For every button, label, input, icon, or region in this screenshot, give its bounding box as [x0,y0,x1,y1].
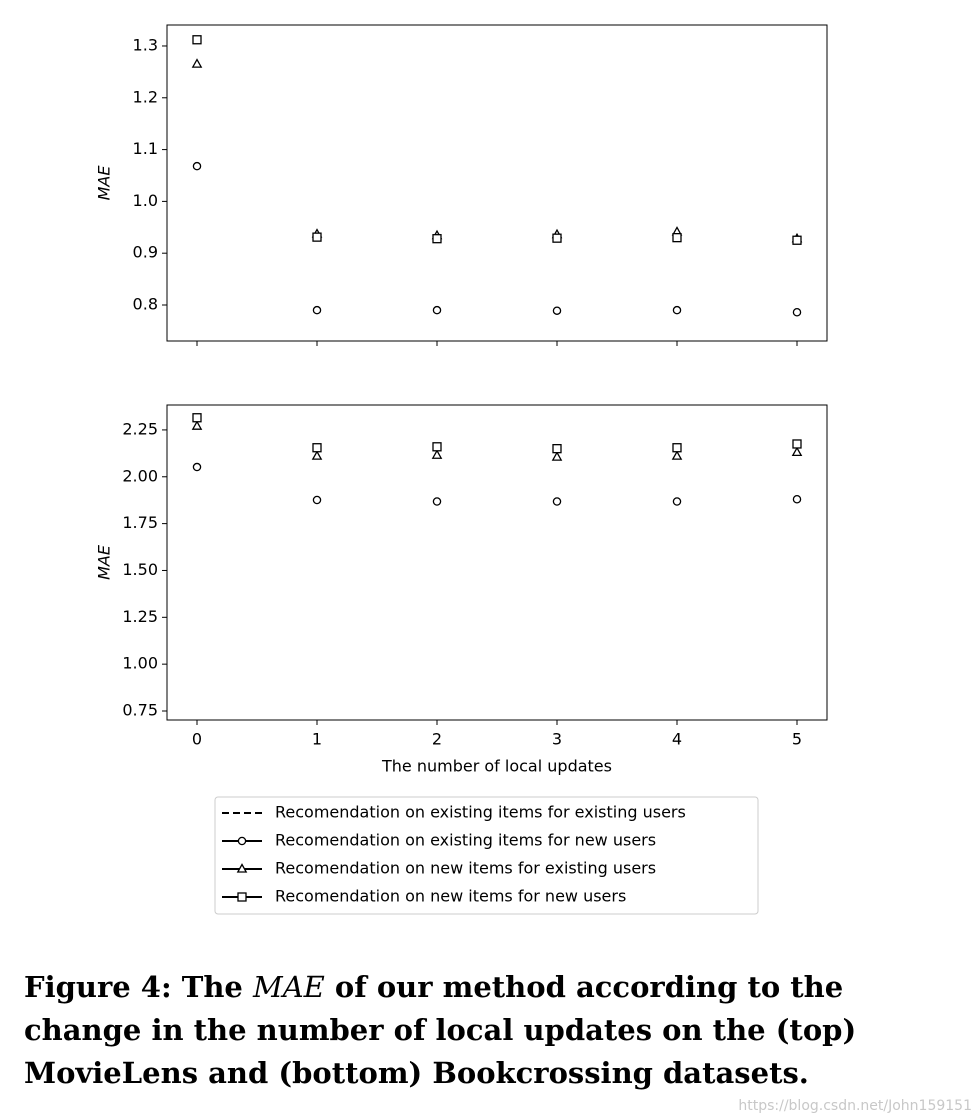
marker [191,58,203,68]
marker [792,235,802,245]
legend-label: Recomendation on existing items for exis… [275,803,686,822]
marker [192,35,202,45]
marker [792,495,802,504]
y-tick-label: 1.25 [122,607,158,626]
marker [312,305,322,315]
marker [552,444,562,454]
legend-label: Recomendation on new items for new users [275,887,626,906]
marker [552,306,562,315]
y-axis-label: MAE [95,544,114,580]
marker [551,451,563,461]
marker [432,234,442,244]
watermark: https://blog.csdn.net/John159151 [738,1098,972,1114]
y-tick-label: 0.9 [133,243,158,262]
x-tick-label: 1 [312,730,322,749]
marker [432,305,442,315]
y-tick-label: 0.75 [122,701,158,720]
marker [432,442,442,452]
marker [192,462,202,472]
y-tick-label: 1.00 [122,654,158,673]
y-tick-label: 2.00 [122,466,158,485]
marker [792,307,802,317]
figure: 0.8 0.9 1.0 1.1 1.2 1.3 MAE 0.75 1.00 1.25 1.50 1.7… [95,24,828,915]
y-tick-label: 2.25 [122,419,158,438]
caption-text: Figure 4: The [24,970,243,1004]
y-tick-label: 1.0 [133,191,158,210]
plot-frame [166,404,828,721]
y-axis-label: MAE [95,165,114,201]
x-axis-label: The number of local updates [381,757,612,776]
marker [672,497,682,506]
x-tick-label: 5 [792,730,802,749]
marker [312,232,322,242]
marker [311,450,323,460]
legend-marker [236,863,248,873]
y-tick-label: 1.50 [122,560,158,579]
legend-marker [237,892,247,902]
marker [672,443,682,453]
x-tick-label: 2 [432,730,442,749]
marker [671,450,683,460]
y-tick-label: 1.3 [133,35,158,54]
caption-text: of our method according to the change in… [24,970,857,1090]
x-tick-label: 4 [672,730,682,749]
caption: Figure 4: The MAE of our method accordin… [24,966,954,1095]
marker [312,495,322,505]
legend-marker [237,836,247,846]
y-tick-label: 1.75 [122,513,158,532]
y-tick-label: 0.8 [133,294,158,313]
marker [192,413,202,423]
marker [432,497,442,506]
marker [672,233,682,243]
y-tick-label: 1.1 [133,139,158,158]
caption-emphasis: MAE [253,970,325,1004]
legend-label: Recomendation on existing items for new … [275,831,656,850]
x-tick-label: 3 [552,730,562,749]
marker [431,449,443,459]
marker [552,497,562,506]
marker [312,443,322,453]
legend-box [214,796,759,915]
legend-label: Recomendation on new items for existing … [275,859,656,878]
marker [552,233,562,243]
marker [791,446,803,457]
marker [192,161,202,171]
marker [792,439,802,449]
marker [191,420,203,430]
x-tick-label: 0 [192,730,202,749]
marker [672,305,682,315]
plot-frame [166,24,828,342]
y-tick-label: 1.2 [133,87,158,106]
